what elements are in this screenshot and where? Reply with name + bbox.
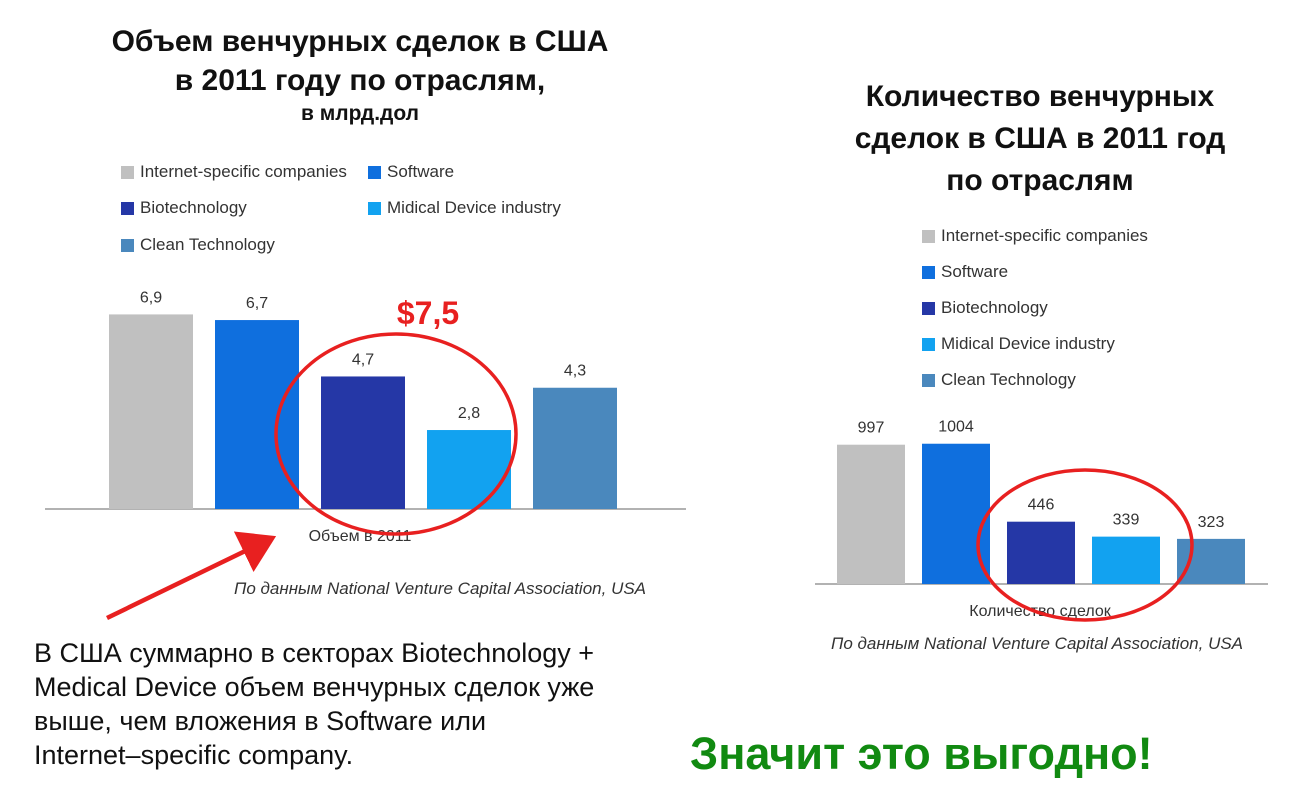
right-title-line2: сделок в США в 2011 год [854, 122, 1226, 155]
legend-label: Biotechnology [140, 198, 247, 217]
legend-swatch-biotech [922, 301, 935, 315]
summary-line2: Medical Device объем венчурных сделок уж… [34, 672, 595, 702]
left-data-label-clean: 4,3 [564, 363, 586, 380]
left-bar-biotech [321, 376, 405, 509]
legend-label: Midical Device industry [941, 334, 1115, 353]
legend-label: Internet-specific companies [941, 226, 1148, 245]
right-bar-biotech [1007, 521, 1075, 584]
right-title-line3: по отраслям [946, 164, 1134, 197]
left-legend-item-clean: Clean Technology [121, 235, 275, 255]
legend-label: Clean Technology [941, 370, 1076, 389]
right-source-note: По данным National Venture Capital Assoc… [831, 634, 1244, 653]
left-bar-medical [427, 430, 511, 509]
left-highlight-total-label: $7,5 [397, 295, 459, 331]
legend-swatch-biotech [121, 201, 134, 215]
right-data-label-biotech: 446 [1028, 497, 1055, 514]
right-title-line1: Количество венчурных [865, 80, 1215, 113]
right-legend-item-medical: Midical Device industry [922, 334, 1115, 354]
summary-line1: В США суммарно в секторах Biotechnology … [34, 638, 595, 668]
legend-swatch-medical [368, 201, 381, 215]
legend-label: Software [387, 162, 455, 181]
left-bar-clean [533, 387, 617, 509]
right-legend-item-biotech: Biotechnology [922, 298, 1048, 318]
right-legend-item-internet: Internet-specific companies [922, 226, 1148, 246]
left-highlight-ellipse [274, 332, 518, 536]
summary-line4: Internet–specific company. [34, 740, 354, 770]
red-arrow [106, 531, 277, 621]
right-bar-clean [1177, 538, 1245, 584]
left-bar-chart: 6,9 6,74,72,84,3 Объем в 2011 [45, 289, 686, 545]
legend-swatch-clean [922, 373, 935, 387]
right-bar-medical [1092, 536, 1160, 584]
left-legend-item-internet: Internet-specific companies [121, 162, 347, 182]
legend-label: Software [941, 262, 1009, 281]
legend-label: Clean Technology [140, 235, 275, 254]
legend-label: Midical Device industry [387, 198, 561, 217]
right-legend-item-software: Software [922, 262, 1008, 282]
legend-swatch-software [922, 265, 935, 279]
legend-label: Biotechnology [941, 298, 1048, 317]
left-data-label-biotech: 4,7 [352, 351, 374, 368]
right-legend-item-clean: Clean Technology [922, 370, 1076, 390]
left-subtitle: в млрд.дол [300, 102, 420, 125]
right-chart-title: Количество венчурных сделок в США в 2011… [800, 76, 1280, 202]
right-data-label-clean: 323 [1198, 514, 1225, 531]
legend-swatch-clean [121, 238, 134, 252]
left-legend-item-software: Software [368, 162, 454, 182]
legend-swatch-medical [922, 337, 935, 351]
left-title-line2: в 2011 году по отраслям, [174, 64, 546, 97]
legend-swatch-internet [121, 165, 134, 179]
right-highlight-ellipse [976, 468, 1194, 622]
right-bar-internet [837, 444, 905, 584]
left-bar-software [215, 320, 299, 509]
left-chart-title: Объем венчурных сделок в США в 2011 году… [60, 22, 660, 127]
legend-swatch-software [368, 165, 381, 179]
left-source-note: По данным National Venture Capital Assoc… [234, 579, 647, 598]
legend-swatch-internet [922, 229, 935, 243]
left-bar-internet [109, 314, 193, 509]
left-legend-item-medical: Midical Device industry [368, 198, 561, 218]
summary-line3: выше, чем вложения в Software или [34, 706, 487, 736]
legend-label: Internet-specific companies [140, 162, 347, 181]
summary-text: В США суммарно в секторах Biotechnology … [34, 636, 594, 772]
left-data-label-software: 6,7 [246, 295, 268, 312]
conclusion-text: Значит это выгодно! [690, 728, 1153, 779]
right-data-label-medical: 339 [1113, 512, 1140, 529]
right-data-label-software: 1004 [938, 419, 974, 436]
left-legend-item-biotech: Biotechnology [121, 198, 247, 218]
left-data-label-medical: 2,8 [458, 405, 480, 422]
left-data-label-internet: 6,9 [140, 289, 162, 306]
left-title-line1: Объем венчурных сделок в США [111, 25, 609, 58]
right-data-label-internet: 997 [858, 420, 885, 437]
